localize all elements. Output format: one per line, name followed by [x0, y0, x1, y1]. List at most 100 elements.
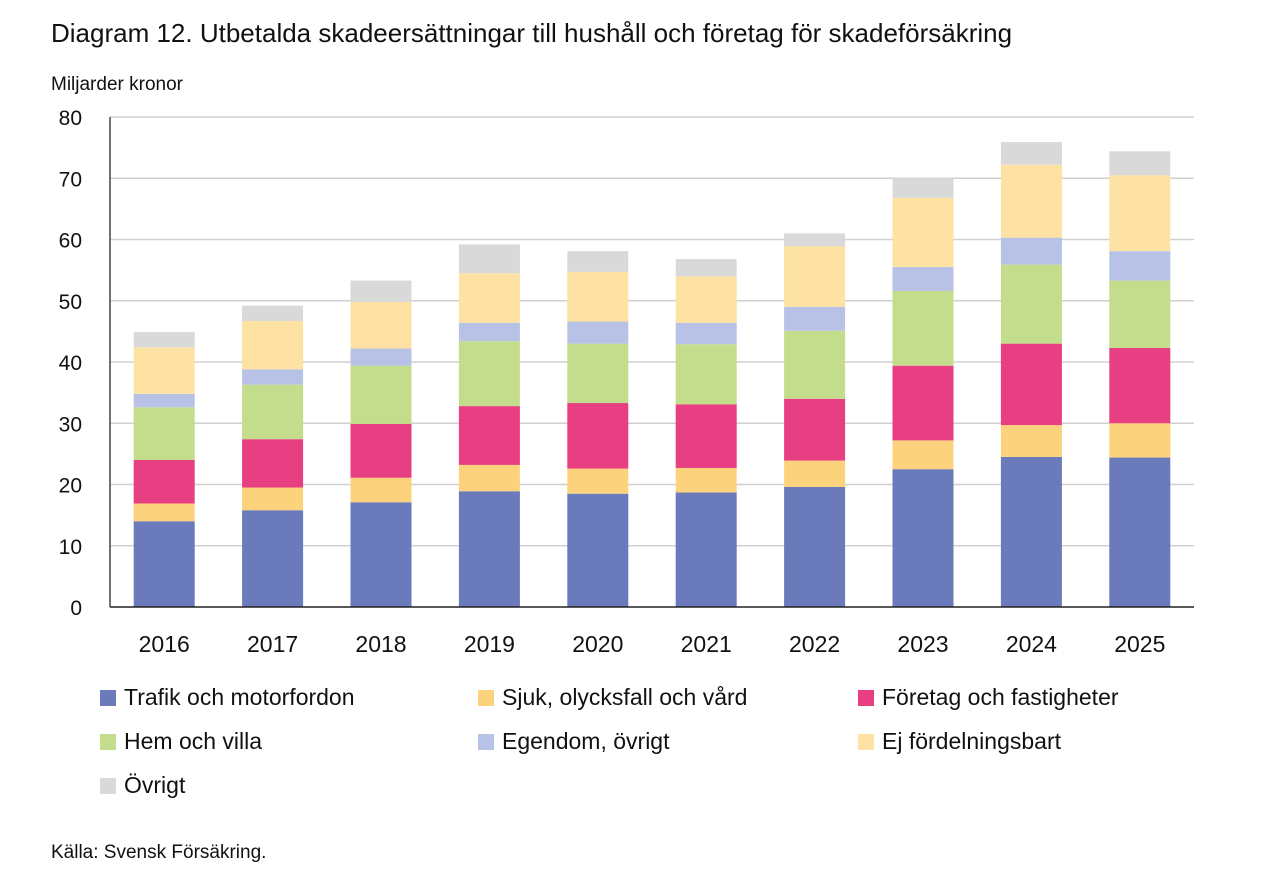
x-tick-label: 2018 [355, 631, 406, 657]
x-tick-label: 2017 [247, 631, 298, 657]
x-tick-label: 2020 [572, 631, 623, 657]
y-tick-label: 50 [59, 291, 82, 314]
y-tick-label: 30 [59, 413, 82, 436]
bar-segment [567, 321, 629, 344]
bar-segment [784, 233, 846, 247]
bar-segment [1000, 264, 1062, 344]
bar-segment [567, 343, 629, 404]
bar-segment [1000, 343, 1062, 426]
bar-segment [892, 197, 954, 268]
bar-segment [133, 521, 195, 607]
y-tick-labels: 0 10 20 30 40 50 60 70 80 [59, 107, 82, 620]
y-tick-label: 60 [59, 230, 82, 253]
bar-segment [892, 440, 954, 470]
x-tick-label: 2024 [1006, 631, 1057, 657]
legend-label: Hem och villa [124, 728, 263, 754]
bar-segment [675, 259, 737, 277]
bar-segment [567, 271, 629, 322]
bar-segment [350, 348, 412, 366]
bar-segment [784, 306, 846, 331]
bar-segment [458, 406, 520, 465]
y-tick-label: 0 [70, 597, 82, 620]
legend-swatch [478, 689, 494, 706]
x-tick-label: 2021 [681, 631, 732, 657]
bar-segment [133, 503, 195, 522]
legend-swatch [858, 733, 874, 750]
bar-segment [350, 365, 412, 424]
bar-segment [675, 492, 737, 607]
bar-segment [1109, 347, 1171, 424]
y-tick-label: 20 [59, 475, 82, 498]
bar-segment [892, 178, 954, 198]
bar-segment [242, 510, 304, 607]
bar-segment [133, 393, 195, 408]
legend-label: Ej fördelningsbart [882, 728, 1061, 754]
bar-segment [1109, 423, 1171, 458]
bar-segment [675, 404, 737, 468]
bar-segment [1109, 151, 1171, 176]
bar-segment [1109, 280, 1171, 348]
legend-item: Ej fördelningsbart [858, 728, 1061, 755]
x-tick-label: 2019 [464, 631, 515, 657]
bar-segment [458, 491, 520, 607]
bar-segment [675, 344, 737, 405]
bar-segment [675, 322, 737, 345]
bar-segment [242, 384, 304, 440]
bar-segment [892, 267, 954, 291]
bar-segment [892, 365, 954, 441]
legend-label: Sjuk, olycksfall och vård [502, 684, 748, 710]
x-tick-label: 2025 [1114, 631, 1165, 657]
chart-title: Diagram 12. Utbetalda skadeersättningar … [51, 18, 1013, 48]
bar-segment [350, 423, 412, 478]
bar-segment [1000, 456, 1062, 607]
bar-segment [567, 468, 629, 494]
bar-segment [892, 469, 954, 607]
bar-segment [350, 477, 412, 503]
x-tick-label: 2023 [897, 631, 948, 657]
y-tick-label: 40 [59, 352, 82, 375]
bar-segment [784, 460, 846, 487]
legend-item: Företag och fastigheter [858, 684, 1119, 711]
bar-segment [784, 330, 846, 399]
bars [133, 142, 1171, 607]
bar-segment [133, 460, 195, 504]
legend-item: Hem och villa [100, 728, 262, 755]
y-tick-label: 70 [59, 168, 82, 191]
y-tick-label: 80 [59, 107, 82, 130]
x-tick-labels: 2016 2017 2018 2019 2020 2021 2022 2023 2024 2025 [139, 631, 1166, 657]
bar-segment [1109, 457, 1171, 607]
legend-item: Sjuk, olycksfall och vård [478, 684, 747, 711]
bar-segment [350, 301, 412, 349]
y-tick-label: 10 [59, 536, 82, 559]
bar-segment [675, 276, 737, 323]
axes [109, 117, 1194, 608]
y-axis-label: Miljarder kronor [51, 74, 183, 95]
bar-segment [242, 320, 304, 370]
bar-segment [242, 439, 304, 488]
bar-segment [1109, 175, 1171, 252]
bar-segment [784, 486, 846, 607]
legend-label: Företag och fastigheter [882, 684, 1119, 710]
bar-segment [242, 369, 304, 385]
bar-segment [1000, 237, 1062, 265]
bar-segment [675, 467, 737, 493]
source-note: Källa: Svensk Försäkring. [51, 842, 267, 863]
bar-segment [567, 403, 629, 469]
x-tick-label: 2022 [789, 631, 840, 657]
legend-label: Trafik och motorfordon [124, 684, 355, 710]
bar-segment [567, 493, 629, 607]
bar-segment [784, 398, 846, 461]
bar-segment [567, 251, 629, 272]
legend-swatch [100, 733, 116, 750]
legend-label: Övrigt [124, 772, 186, 798]
bar-segment [1000, 164, 1062, 238]
legend-item: Egendom, övrigt [478, 728, 669, 755]
bar-segment [1000, 142, 1062, 165]
bar-segment [350, 280, 412, 302]
bar-segment [458, 322, 520, 342]
legend-swatch [100, 777, 116, 794]
legend-swatch [478, 733, 494, 750]
legend-item: Trafik och motorfordon [100, 684, 355, 711]
legend-swatch [858, 689, 874, 706]
